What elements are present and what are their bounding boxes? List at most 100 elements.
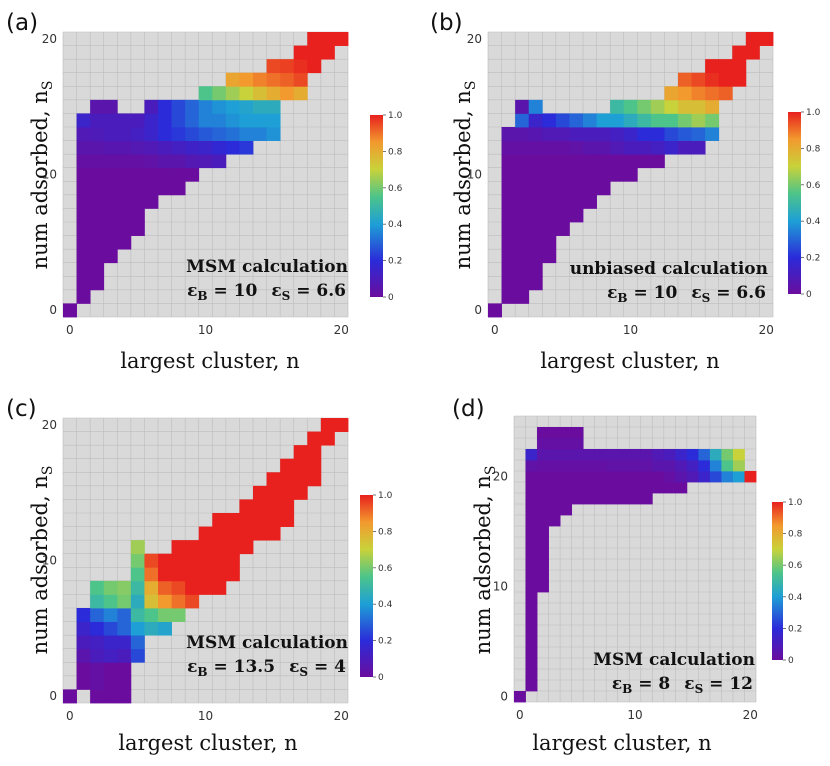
- annotation: MSM calculation εB = 13.5 εS = 4: [186, 633, 348, 679]
- heatmap-cell: [675, 449, 688, 461]
- heatmap-cell: [334, 418, 349, 432]
- heatmap-cell: [185, 540, 200, 555]
- heatmap-cell: [103, 127, 118, 141]
- heatmap-cell: [225, 553, 240, 568]
- heatmap-cell: [698, 449, 711, 461]
- eps-s-value: = 12: [703, 674, 753, 694]
- heatmap-cell: [548, 504, 561, 516]
- heatmap-cell: [90, 262, 105, 277]
- heatmap-cell: [280, 513, 295, 527]
- heatmap-cell: [537, 526, 549, 538]
- colorbar-tick-label: 0.4: [788, 593, 803, 603]
- heatmap-cell: [663, 482, 676, 494]
- y-tick-labels: 0 10 20: [493, 470, 508, 704]
- heatmap-cell: [293, 59, 308, 74]
- heatmap-cell: [709, 449, 722, 461]
- heatmap-cell: [542, 154, 557, 169]
- heatmap-cell: [130, 167, 145, 182]
- heatmap-cell: [537, 482, 549, 494]
- heatmap-cell: [525, 658, 538, 670]
- annotation: MSM calculation εB = 10 εS = 6.6: [186, 257, 348, 303]
- heatmap-cell: [664, 99, 679, 114]
- heatmap-cell: [144, 553, 159, 568]
- annotation-params: εB = 10 εS = 6.6: [187, 281, 346, 303]
- heatmap-plot: [513, 415, 757, 703]
- heatmap-cell: [528, 222, 543, 236]
- heatmap-cell: [103, 689, 118, 704]
- heatmap-cell: [515, 222, 530, 236]
- heatmap-cell: [571, 427, 584, 439]
- x-axis-label: largest cluster, n: [120, 349, 299, 373]
- heatmap-cell: [525, 449, 538, 461]
- heatmap-cell: [501, 289, 516, 304]
- heatmap-cell: [158, 113, 172, 128]
- heatmap-cell: [560, 482, 573, 494]
- heatmap-cell: [515, 194, 530, 209]
- eps-s-value: = 4: [308, 657, 346, 677]
- x-tick-label: 20: [743, 708, 758, 722]
- heatmap-cell: [650, 154, 665, 169]
- heatmap-cell: [212, 99, 227, 114]
- heatmap-cell: [629, 460, 642, 472]
- heatmap-cell: [320, 431, 335, 446]
- heatmap-cell: [185, 154, 200, 169]
- heatmap-cell: [307, 445, 322, 460]
- heatmap-cell: [528, 276, 543, 291]
- heatmap-cell: [225, 99, 240, 114]
- heatmap-cell: [555, 154, 570, 169]
- eps-b-symbol: ε: [187, 657, 197, 677]
- heatmap-cell: [158, 621, 172, 636]
- y-axis-label-main: num adsorbed, n: [471, 475, 495, 654]
- heatmap-cell: [542, 140, 557, 155]
- heatmap-cell: [569, 167, 584, 182]
- heatmap-cell: [623, 167, 638, 182]
- heatmap-cell: [528, 140, 543, 155]
- eps-s-symbol: ε: [271, 281, 281, 301]
- heatmap-cell: [678, 99, 692, 114]
- heatmap-cell: [745, 45, 760, 60]
- heatmap-cell: [525, 559, 538, 571]
- y-axis-label: num adsorbed, nS: [28, 81, 56, 270]
- y-axis-label-main: num adsorbed, n: [451, 90, 475, 269]
- heatmap-cell: [663, 449, 676, 461]
- heatmap-cell: [583, 194, 597, 209]
- heatmap-cell: [501, 127, 516, 141]
- colorbar-tick-label: 0.6: [378, 564, 393, 574]
- heatmap-cell: [293, 472, 308, 487]
- heatmap-cell: [307, 431, 322, 446]
- eps-s-sub: S: [282, 289, 291, 303]
- heatmap-cell: [560, 460, 573, 472]
- heatmap-cell: [560, 449, 573, 461]
- heatmap-cell: [555, 181, 570, 196]
- heatmap-cell: [537, 427, 549, 439]
- heatmap-cell: [130, 567, 145, 582]
- heatmap-cell: [185, 113, 200, 128]
- annotation-title: MSM calculation: [186, 257, 348, 277]
- heatmap-cell: [90, 662, 105, 677]
- heatmap-cell: [144, 567, 159, 582]
- heatmap-cell: [610, 154, 625, 169]
- panel-label: (d): [452, 396, 485, 422]
- heatmap-cell: [571, 471, 584, 483]
- heatmap-cell: [678, 86, 692, 101]
- heatmap-cell: [525, 471, 538, 483]
- heatmap-cell: [571, 449, 584, 461]
- heatmap-cell: [583, 154, 597, 169]
- heatmap-cell: [583, 471, 596, 483]
- panel-label: (c): [6, 396, 37, 422]
- heatmap-cell: [691, 72, 706, 87]
- heatmap-cell: [103, 608, 118, 622]
- heatmap-cell: [171, 567, 186, 582]
- heatmap-cell: [488, 303, 502, 318]
- heatmap-cell: [103, 235, 118, 250]
- y-axis-label-sub: S: [40, 466, 56, 476]
- y-tick-label: 20: [493, 470, 508, 484]
- heatmap-cell: [144, 99, 159, 114]
- heatmap-cell: [596, 167, 611, 182]
- heatmap-cell: [212, 513, 227, 527]
- heatmap-cell: [528, 249, 543, 264]
- heatmap-cell: [542, 208, 557, 223]
- colorbar-tick-label: 0.4: [388, 220, 403, 230]
- heatmap-cell: [130, 540, 145, 555]
- heatmap-cell: [76, 235, 91, 250]
